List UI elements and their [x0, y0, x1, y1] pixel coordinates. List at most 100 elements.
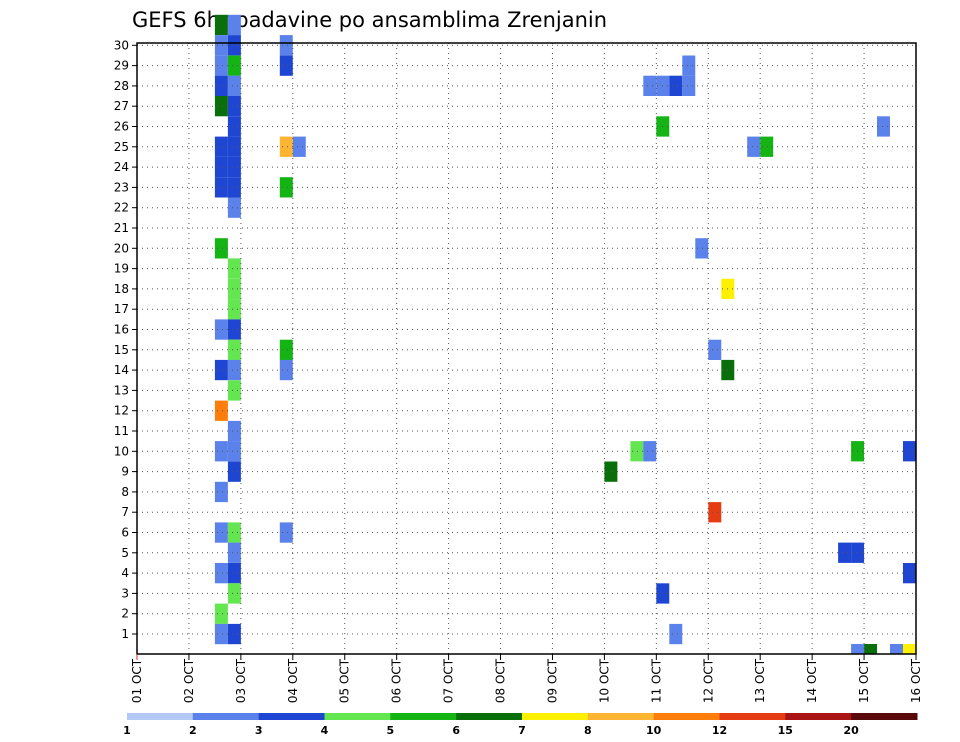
y-tick-label: 27: [114, 99, 129, 113]
y-tick-label: 29: [114, 59, 129, 73]
colorbar-label: 8: [584, 724, 592, 737]
colorbar-label: 3: [255, 724, 263, 737]
x-tick-label: 02 OCT: [182, 658, 196, 703]
precipitation-cells: [214, 14, 916, 654]
precip-cell: [227, 542, 241, 563]
precip-cell: [227, 136, 241, 157]
precip-cell: [747, 136, 761, 157]
precip-cell: [851, 644, 865, 654]
precip-cell: [227, 461, 241, 482]
precip-cell: [227, 55, 241, 76]
colorbar-segment: [851, 713, 918, 720]
x-tick-label: 15 OCT: [857, 658, 871, 703]
precip-cell: [903, 644, 916, 654]
precip-cell: [214, 603, 228, 624]
grid-lines: [137, 43, 916, 654]
precip-cell: [292, 136, 306, 157]
x-tick-label: 12 OCT: [701, 658, 715, 703]
precip-cell: [227, 35, 241, 56]
y-tick-label: 22: [114, 201, 129, 215]
x-tick-label: 01 OCT: [130, 658, 144, 703]
y-tick-label: 14: [114, 363, 129, 377]
precip-cell: [890, 644, 903, 654]
precip-cell: [604, 461, 618, 482]
precip-cell: [682, 75, 696, 96]
precip-cell: [669, 75, 683, 96]
precip-cell: [227, 563, 241, 584]
x-tick-label: 14 OCT: [805, 658, 819, 703]
precip-cell: [227, 278, 241, 300]
y-axis: 1234567891011121314151617181920212223242…: [114, 38, 137, 641]
x-tick-label: 03 OCT: [234, 658, 248, 703]
x-tick-label: 04 OCT: [286, 658, 300, 703]
precip-cell: [669, 623, 683, 645]
y-tick-label: 8: [121, 485, 129, 499]
precip-cell: [227, 420, 241, 442]
colorbar-segment: [719, 713, 786, 720]
y-tick-label: 11: [114, 424, 129, 438]
precip-cell: [903, 563, 916, 584]
precip-cell: [214, 359, 228, 381]
precip-cell: [279, 136, 293, 157]
precip-cell: [279, 359, 293, 381]
precip-cell: [214, 55, 228, 76]
colorbar-label: 4: [321, 724, 329, 737]
y-tick-label: 12: [114, 404, 129, 418]
precip-cell: [214, 238, 228, 259]
precip-cell: [214, 319, 228, 340]
colorbar-label: 7: [518, 724, 526, 737]
precip-cell: [279, 177, 293, 198]
precip-cell: [227, 96, 241, 117]
precip-cell: [214, 400, 228, 421]
precip-cell: [227, 319, 241, 340]
y-tick-label: 19: [114, 262, 129, 276]
colorbar-segment: [456, 713, 523, 720]
precip-cell: [643, 441, 657, 462]
precip-cell: [279, 35, 293, 56]
precip-cell: [708, 339, 722, 360]
y-tick-label: 30: [114, 38, 129, 52]
y-tick-label: 23: [114, 180, 129, 194]
precip-cell: [227, 14, 241, 36]
precip-cell: [227, 177, 241, 198]
colorbar-segment: [587, 713, 655, 720]
x-tick-label: 08 OCT: [494, 658, 508, 703]
y-tick-label: 13: [114, 383, 129, 397]
colorbar-label: 5: [386, 724, 394, 737]
x-tick-label: 11 OCT: [649, 658, 663, 703]
colorbar-label: 1: [123, 724, 131, 737]
x-axis: 01 OCT 02 OCT 03 OCT 04 OCT 05 OCT 06 OCT 07 O…: [130, 654, 923, 703]
y-tick-label: 5: [121, 546, 129, 560]
colorbar-segment: [127, 713, 194, 720]
colorbar-legend: 1 2 3 4 5 6 7 8 10 12 15 20: [123, 713, 918, 737]
y-tick-label: 26: [114, 120, 129, 134]
colorbar-segment: [390, 713, 457, 720]
y-tick-label: 10: [114, 444, 129, 458]
colorbar-segment: [522, 713, 589, 720]
colorbar-label: 20: [844, 724, 860, 737]
precip-cell: [214, 156, 228, 178]
y-tick-label: 6: [121, 526, 129, 540]
y-tick-label: 18: [114, 282, 129, 296]
colorbar-segment: [192, 713, 260, 720]
precip-cell: [214, 14, 228, 36]
precip-cell: [227, 583, 241, 604]
x-tick-label: 16 OCT: [909, 658, 923, 703]
precip-cell: [877, 116, 890, 137]
y-tick-label: 25: [114, 140, 129, 154]
precip-cell: [214, 35, 228, 56]
precip-cell: [682, 55, 696, 76]
precip-cell: [279, 55, 293, 76]
colorbar-segment: [785, 713, 852, 720]
x-tick-label: 05 OCT: [338, 658, 352, 703]
precip-cell: [214, 522, 228, 543]
colorbar-label: 10: [646, 724, 662, 737]
colorbar-label: 12: [712, 724, 727, 737]
precip-cell: [227, 441, 241, 462]
x-tick-label: 13 OCT: [753, 658, 767, 703]
y-tick-label: 20: [114, 241, 129, 255]
y-tick-label: 16: [114, 323, 129, 337]
y-tick-label: 7: [121, 505, 129, 519]
x-tick-label: 06 OCT: [390, 658, 404, 703]
